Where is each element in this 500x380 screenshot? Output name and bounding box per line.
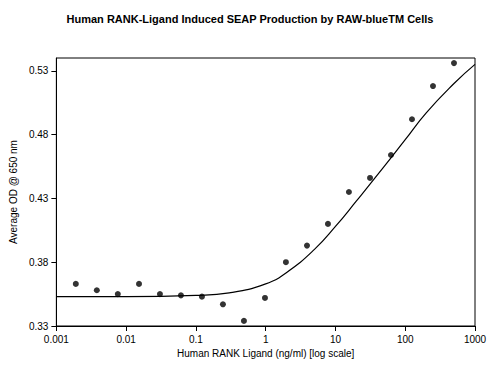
svg-text:0.53: 0.53 <box>29 65 49 76</box>
svg-text:0.38: 0.38 <box>29 257 49 268</box>
svg-text:100: 100 <box>397 334 414 345</box>
svg-text:Average OD @ 650 nm: Average OD @ 650 nm <box>8 140 19 244</box>
svg-text:Human RANK Ligand (ng/ml) [log: Human RANK Ligand (ng/ml) [log scale] <box>177 348 355 359</box>
svg-text:10: 10 <box>330 334 342 345</box>
svg-text:0.001: 0.001 <box>44 334 69 345</box>
svg-text:1000: 1000 <box>464 334 487 345</box>
svg-text:0.43: 0.43 <box>29 193 49 204</box>
svg-text:0.48: 0.48 <box>29 129 49 140</box>
svg-text:0.33: 0.33 <box>29 321 49 332</box>
svg-text:0.1: 0.1 <box>189 334 203 345</box>
svg-text:0.01: 0.01 <box>116 334 136 345</box>
svg-text:1: 1 <box>263 334 269 345</box>
svg-text:Human RANK-Ligand Induced SEAP: Human RANK-Ligand Induced SEAP Productio… <box>67 13 434 25</box>
